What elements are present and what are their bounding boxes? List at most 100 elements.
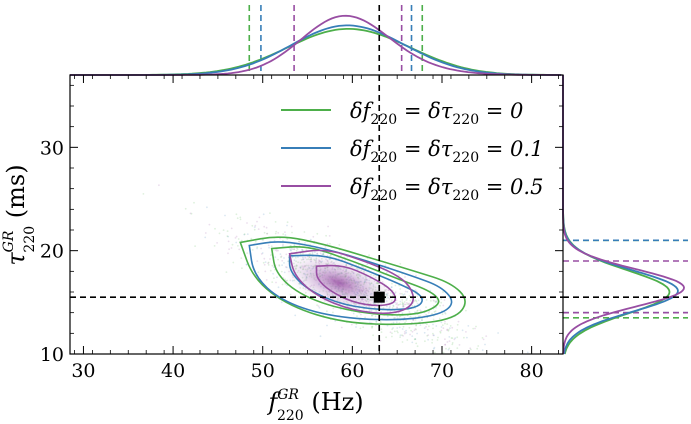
- sample-point: [411, 341, 414, 344]
- sample-point: [258, 216, 261, 219]
- sample-point: [415, 274, 417, 277]
- sample-point: [504, 359, 506, 361]
- sample-point: [425, 306, 427, 309]
- sample-point: [472, 327, 475, 330]
- sample-point: [427, 338, 429, 341]
- sample-point: [277, 258, 279, 261]
- sample-point: [326, 310, 328, 313]
- sample-point: [416, 332, 418, 335]
- sample-point: [399, 303, 402, 306]
- sample-point: [447, 348, 450, 351]
- sample-point: [267, 261, 270, 264]
- sample-point: [253, 226, 256, 229]
- sample-point: [369, 321, 371, 324]
- sample-point: [433, 311, 436, 313]
- top-marginal-curves: [70, 14, 562, 76]
- sample-point: [439, 330, 442, 333]
- sample-point: [439, 304, 441, 307]
- sample-point: [414, 328, 417, 330]
- sample-point: [235, 235, 238, 238]
- sample-point: [301, 249, 304, 251]
- sample-point: [396, 327, 399, 329]
- sample-point: [401, 312, 404, 315]
- sample-point: [481, 349, 484, 352]
- sample-point: [451, 342, 454, 344]
- sample-point: [316, 304, 318, 306]
- sample-point: [304, 242, 306, 244]
- sample-point: [406, 290, 409, 293]
- reference-point-marker: [373, 291, 385, 303]
- sample-point: [414, 289, 417, 291]
- sample-point: [225, 271, 228, 273]
- sample-point: [204, 232, 207, 234]
- sample-point: [424, 340, 426, 343]
- sample-point: [395, 299, 398, 302]
- sample-point: [286, 279, 289, 282]
- sample-point: [303, 231, 306, 233]
- sample-point: [241, 267, 243, 270]
- sample-point: [388, 306, 391, 309]
- sample-point: [433, 334, 435, 337]
- sample-point: [266, 232, 268, 235]
- sample-point: [282, 233, 285, 236]
- sample-point: [408, 326, 411, 329]
- sample-point: [426, 323, 428, 326]
- sample-point: [456, 336, 459, 339]
- sample-point: [371, 314, 373, 317]
- sample-point: [477, 345, 480, 347]
- sample-point: [409, 315, 412, 318]
- sample-point: [425, 325, 427, 328]
- sample-point: [371, 327, 373, 329]
- sample-point: [392, 321, 395, 324]
- sample-point: [245, 263, 248, 266]
- sample-point: [364, 316, 366, 319]
- sample-point: [414, 311, 416, 314]
- sample-point: [214, 227, 216, 230]
- sample-point: [286, 224, 288, 227]
- sample-point: [406, 302, 408, 304]
- sample-point: [392, 327, 394, 329]
- sample-point: [398, 326, 401, 329]
- sample-point: [325, 234, 327, 237]
- sample-point: [446, 328, 449, 331]
- top-marginal-panel: [70, 5, 563, 76]
- sample-point: [224, 214, 226, 217]
- sample-point: [254, 240, 257, 243]
- sample-point: [277, 286, 280, 289]
- sample-point: [232, 261, 235, 264]
- sample-point: [391, 335, 393, 338]
- sample-point: [408, 295, 411, 297]
- sample-point: [385, 336, 387, 339]
- sample-point: [375, 321, 378, 323]
- sample-point: [352, 312, 355, 315]
- sample-point: [404, 321, 406, 324]
- sample-point: [396, 306, 398, 309]
- sample-point: [409, 299, 412, 302]
- sample-point: [230, 247, 233, 249]
- sample-point: [435, 325, 438, 327]
- sample-point: [309, 238, 312, 241]
- sample-point: [216, 242, 219, 244]
- sample-point: [456, 329, 459, 331]
- sample-point: [204, 236, 207, 239]
- sample-point: [432, 327, 434, 330]
- sample-point: [415, 342, 418, 345]
- sample-point: [432, 323, 434, 326]
- sample-point: [396, 330, 398, 332]
- sample-point: [401, 305, 404, 308]
- sample-point: [446, 329, 449, 332]
- sample-point: [250, 237, 253, 240]
- sample-point: [453, 338, 456, 341]
- sample-point: [282, 245, 284, 247]
- sample-point: [267, 264, 270, 266]
- sample-point: [440, 321, 443, 324]
- sample-point: [403, 332, 406, 335]
- sample-point: [484, 371, 486, 373]
- top-credible-bounds: [248, 5, 424, 75]
- sample-point: [399, 336, 401, 338]
- sample-point: [398, 303, 400, 306]
- sample-point: [286, 238, 289, 240]
- sample-point: [227, 240, 230, 243]
- sample-point: [421, 319, 423, 322]
- sample-point: [414, 319, 417, 321]
